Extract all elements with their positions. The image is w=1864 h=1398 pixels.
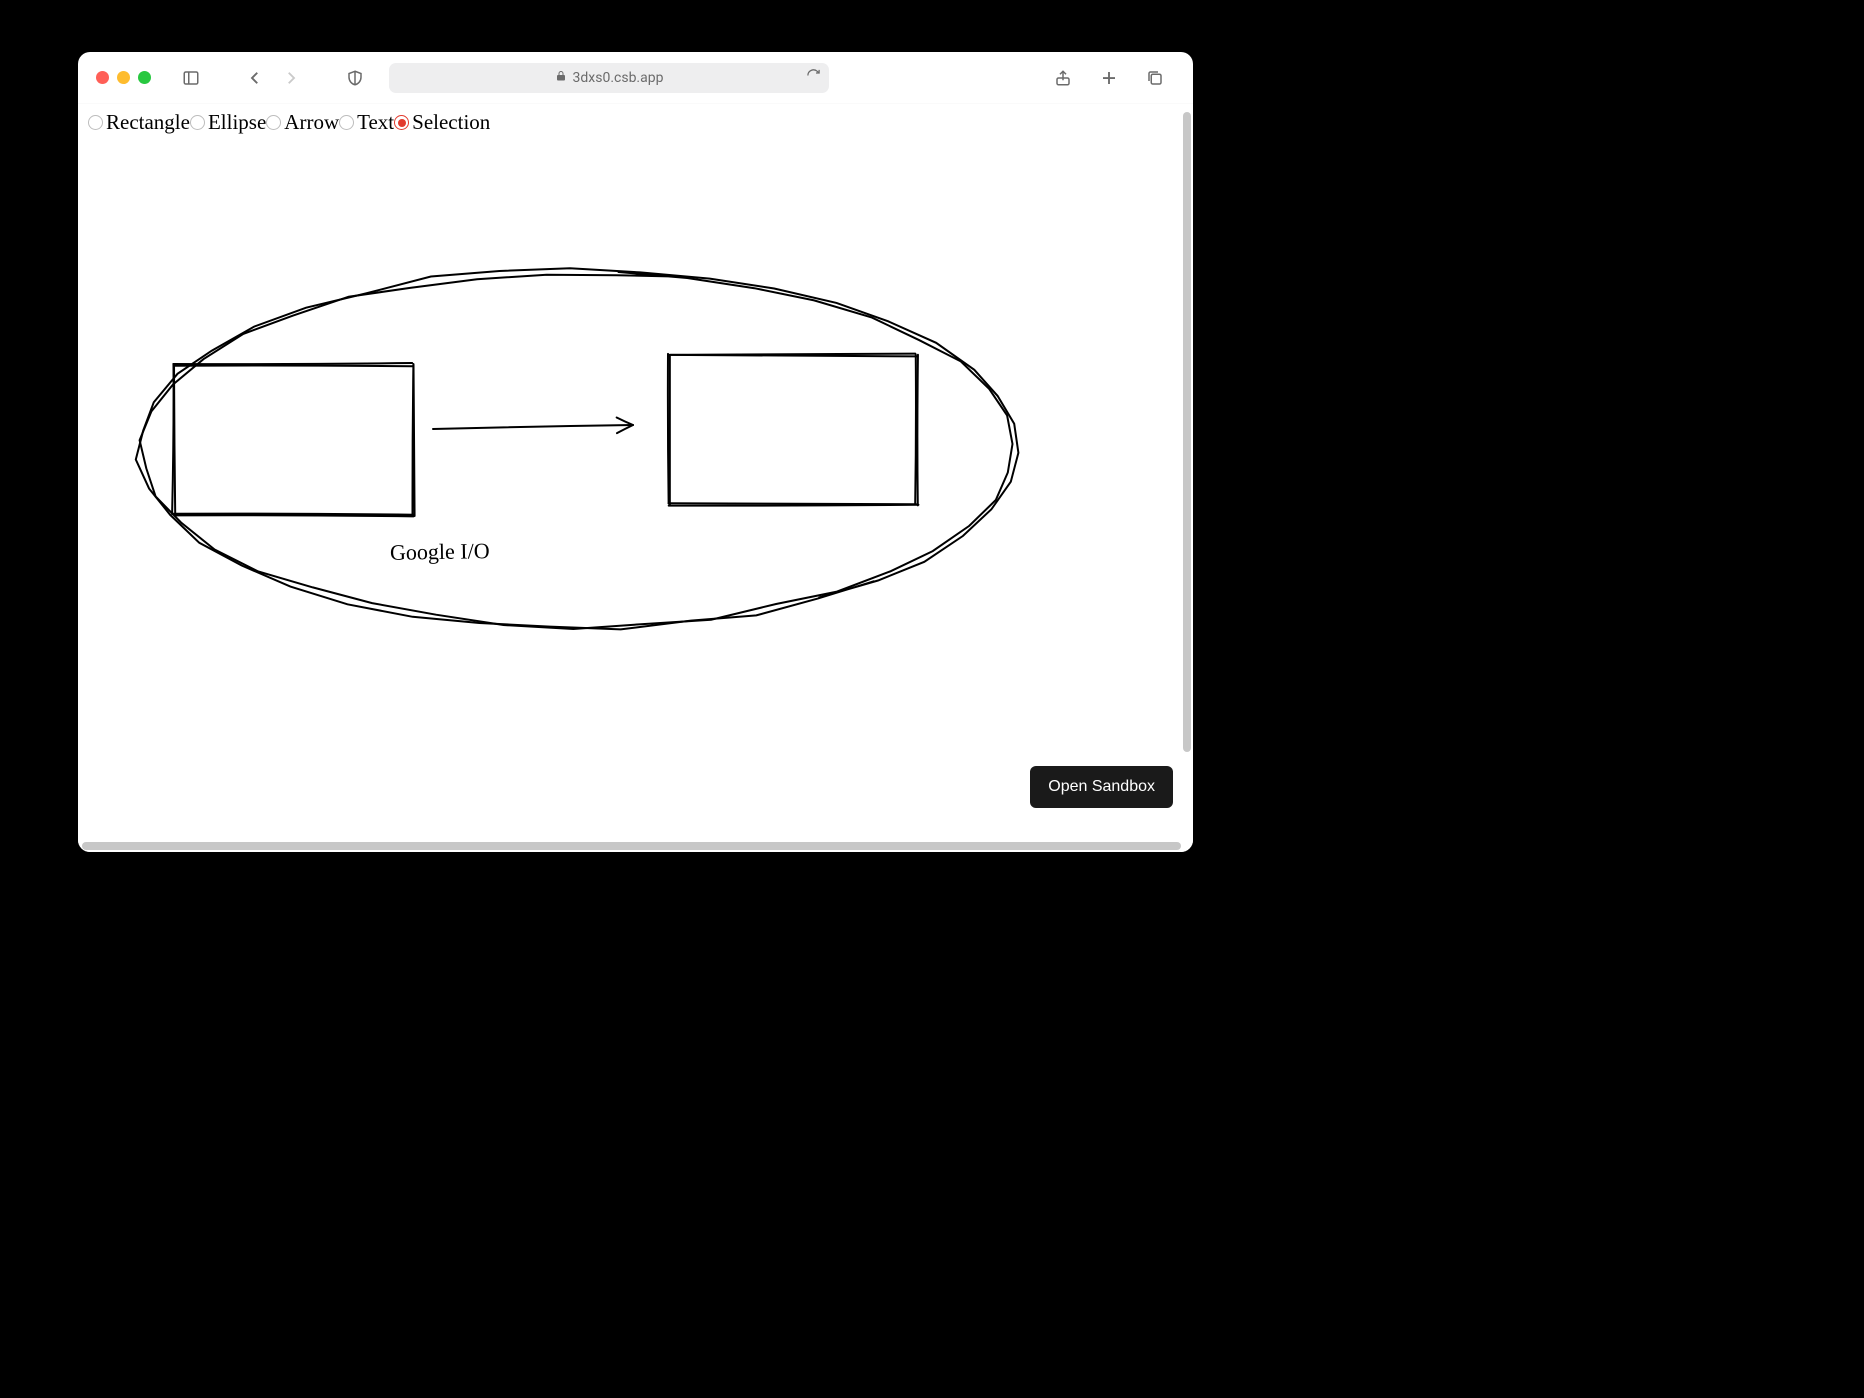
lock-icon: [555, 70, 567, 86]
close-window-button[interactable]: [96, 71, 109, 84]
shape-toolbar: Rectangle Ellipse Arrow Text Selection: [78, 104, 1193, 139]
open-sandbox-button[interactable]: Open Sandbox: [1030, 766, 1173, 808]
tool-label: Arrow: [284, 110, 339, 135]
share-icon[interactable]: [1049, 64, 1077, 92]
tool-label: Selection: [412, 110, 490, 135]
traffic-lights: [96, 71, 151, 84]
address-bar[interactable]: 3dxs0.csb.app: [389, 63, 829, 93]
sidebar-toggle-icon[interactable]: [177, 64, 205, 92]
tool-selection[interactable]: Selection: [394, 110, 490, 135]
tabs-overview-icon[interactable]: [1141, 64, 1169, 92]
tool-label: Text: [357, 110, 394, 135]
vertical-scrollbar[interactable]: [1183, 112, 1191, 752]
forward-button[interactable]: [277, 64, 305, 92]
radio-selection[interactable]: [394, 115, 409, 130]
shield-icon[interactable]: [341, 64, 369, 92]
minimize-window-button[interactable]: [117, 71, 130, 84]
tool-label: Ellipse: [208, 110, 266, 135]
reload-icon[interactable]: [806, 68, 821, 87]
radio-rectangle[interactable]: [88, 115, 103, 130]
back-button[interactable]: [241, 64, 269, 92]
url-text: 3dxs0.csb.app: [573, 70, 664, 86]
sketch-svg: [78, 139, 1178, 839]
tool-text[interactable]: Text: [339, 110, 394, 135]
tool-arrow[interactable]: Arrow: [266, 110, 339, 135]
tool-rectangle[interactable]: Rectangle: [88, 110, 190, 135]
tool-label: Rectangle: [106, 110, 190, 135]
horizontal-scrollbar[interactable]: [82, 842, 1181, 850]
radio-arrow[interactable]: [266, 115, 281, 130]
canvas-text[interactable]: Google I/O: [390, 538, 490, 566]
drawing-canvas[interactable]: Google I/O Open Sandbox: [78, 139, 1193, 852]
tool-ellipse[interactable]: Ellipse: [190, 110, 266, 135]
new-tab-icon[interactable]: [1095, 64, 1123, 92]
radio-text[interactable]: [339, 115, 354, 130]
radio-ellipse[interactable]: [190, 115, 205, 130]
maximize-window-button[interactable]: [138, 71, 151, 84]
browser-titlebar: 3dxs0.csb.app: [78, 52, 1193, 104]
browser-window: 3dxs0.csb.app Rectangle Ellipse: [78, 52, 1193, 852]
